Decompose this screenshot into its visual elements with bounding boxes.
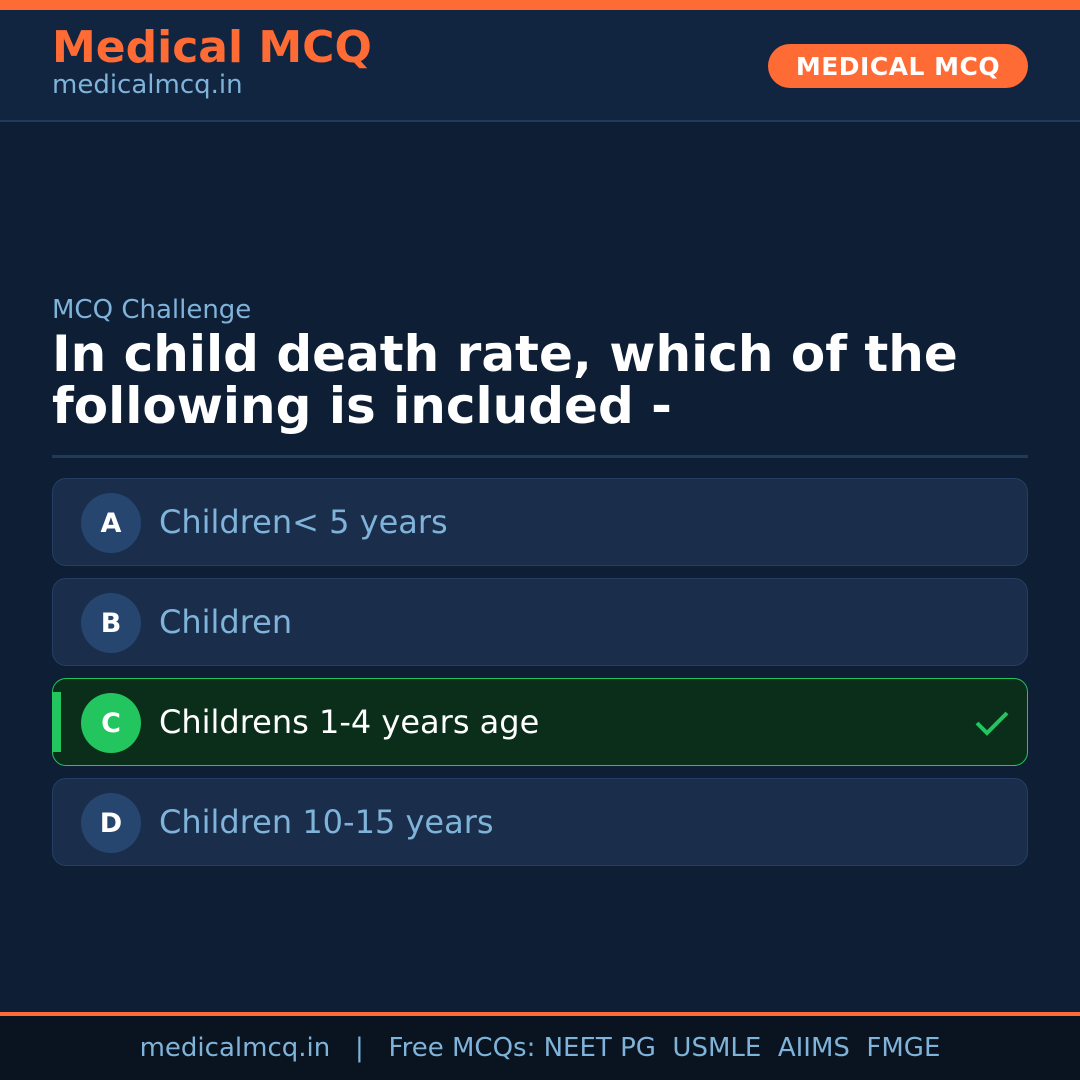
option-text: Childrens 1-4 years age — [159, 703, 540, 741]
option-letter: A — [81, 493, 141, 553]
question-text: In child death rate, which of the follow… — [52, 325, 958, 435]
option-text: Children 10-15 years — [159, 803, 494, 841]
kicker-label: MCQ Challenge — [52, 295, 252, 325]
top-accent-bar — [0, 0, 1080, 10]
option-c-correct[interactable]: C Childrens 1-4 years age — [52, 678, 1028, 766]
option-text: Children< 5 years — [159, 503, 448, 541]
brand-title: Medical MCQ — [52, 22, 372, 73]
checkmark-icon — [975, 711, 1009, 736]
header: Medical MCQ medicalmcq.in MEDICAL MCQ — [0, 10, 1080, 122]
option-letter: C — [81, 693, 141, 753]
option-text: Children — [159, 603, 293, 641]
option-d[interactable]: D Children 10-15 years — [52, 778, 1028, 866]
option-a[interactable]: A Children< 5 years — [52, 478, 1028, 566]
option-letter: B — [81, 593, 141, 653]
option-letter: D — [81, 793, 141, 853]
divider — [52, 455, 1028, 458]
site-url: medicalmcq.in — [52, 70, 243, 100]
option-b[interactable]: B Children — [52, 578, 1028, 666]
footer-accent-line — [0, 1012, 1080, 1016]
footer: medicalmcq.in | Free MCQs: NEET PG USMLE… — [0, 1016, 1080, 1080]
correct-accent-bar — [53, 692, 61, 752]
header-badge: MEDICAL MCQ — [768, 44, 1028, 88]
